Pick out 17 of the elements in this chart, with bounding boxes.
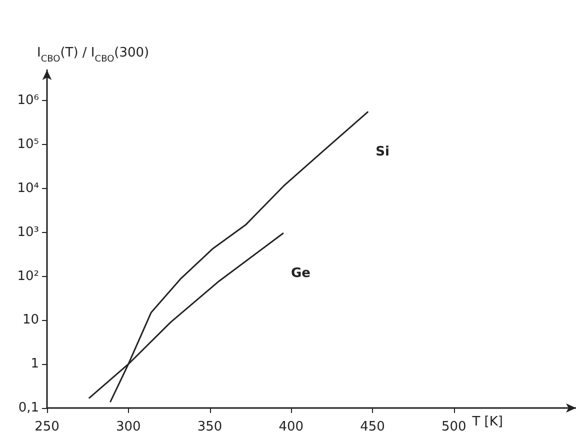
y-tick-label: 10² — [17, 268, 39, 284]
y-tick-label: 0,1 — [18, 400, 39, 416]
y-tick-label: 10 — [22, 312, 39, 328]
y-tick-label: 10³ — [17, 224, 39, 240]
text: Si — [376, 144, 390, 160]
y-tick-label: 10⁶ — [17, 93, 39, 108]
text: Ge — [291, 266, 311, 281]
x-tick-label: 350 — [197, 420, 222, 434]
x-tick-label: 450 — [360, 420, 385, 434]
x-tick-label: 250 — [34, 420, 60, 434]
y-tick-label: 10⁵ — [17, 137, 39, 152]
y-tick-label: 10⁴ — [17, 180, 39, 196]
x-tick-label: 400 — [278, 420, 304, 434]
x-tick-label: 300 — [116, 420, 141, 434]
x-axis-title: T [K] — [471, 414, 503, 430]
x-tick-label: 500 — [442, 420, 466, 434]
y-tick-label: 1 — [30, 356, 39, 372]
